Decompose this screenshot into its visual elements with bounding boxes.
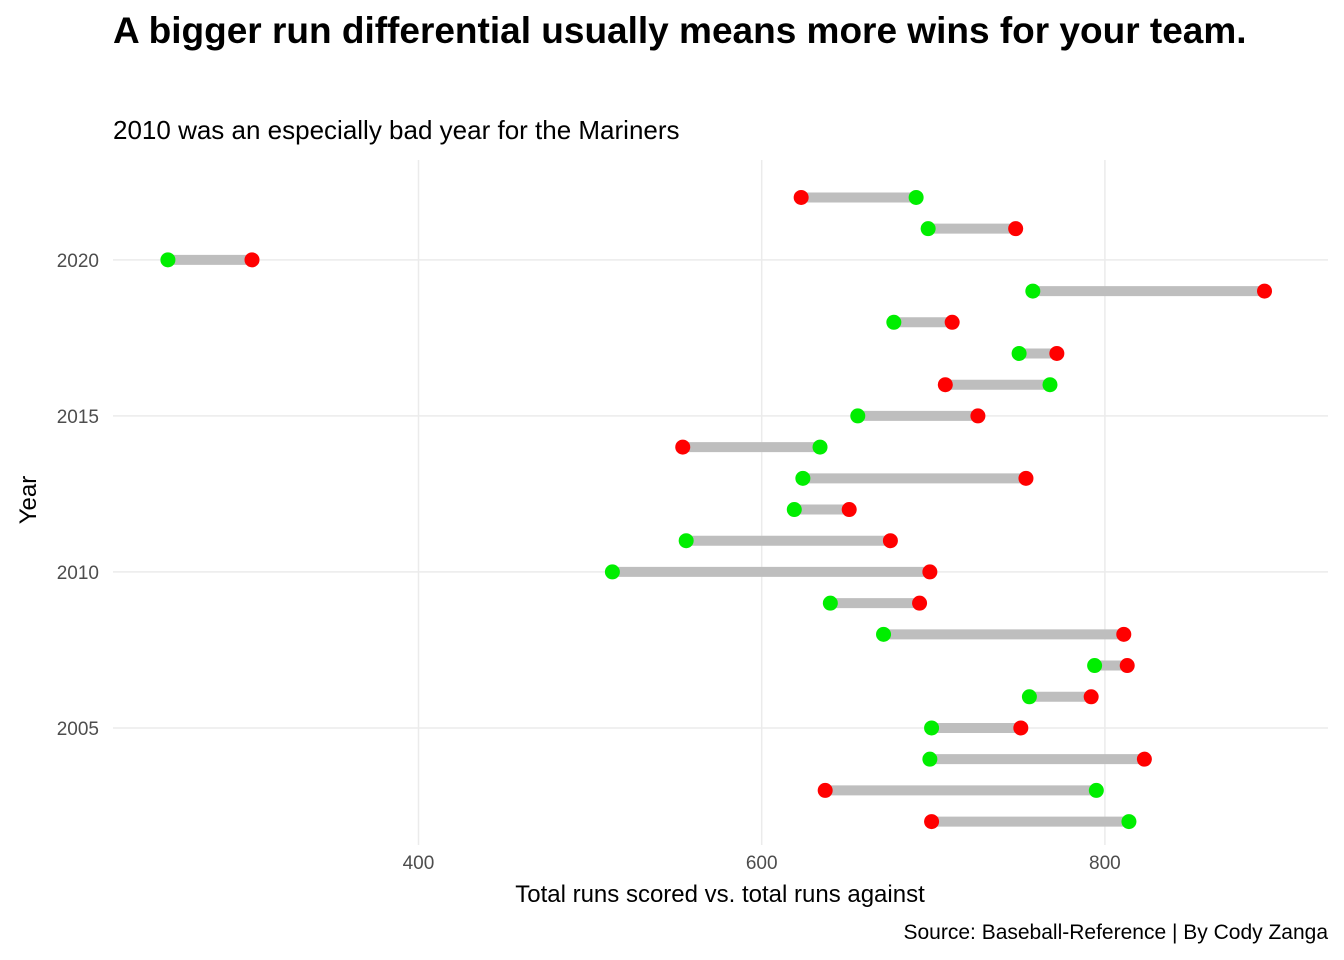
runs-against-point [817,782,833,798]
runs-scored-point [886,314,902,330]
axis-ticks: 400 600 800 2005 2010 2015 2020 [57,251,1121,874]
runs-against-point [1136,751,1152,767]
runs-against-point [912,595,928,611]
runs-against-point [882,533,898,549]
runs-against-point [1083,689,1099,705]
runs-against-point [841,502,857,518]
runs-against-point [970,408,986,424]
runs-scored-point [1021,689,1037,705]
source-caption: Source: Baseball-Reference | By Cody Zan… [903,921,1328,944]
runs-scored-point [908,189,924,205]
runs-scored-point [812,439,828,455]
runs-scored-point [1121,814,1137,830]
runs-against-point [924,814,940,830]
connectors [167,192,1265,827]
runs-scored-point [604,564,620,580]
runs-scored-point [160,252,176,268]
runs-against-point [1049,345,1065,361]
x-tick-label: 600 [746,853,778,874]
runs-against-point [922,564,938,580]
y-tick-label: 2010 [57,563,99,584]
points [160,189,1273,830]
runs-scored-point [920,221,936,237]
runs-scored-point [1087,658,1103,674]
y-tick-label: 2015 [57,407,99,428]
y-axis-title: Year [15,476,42,525]
runs-against-point [793,189,809,205]
gridlines [113,160,1328,845]
runs-against-point [244,252,260,268]
runs-against-point [675,439,691,455]
runs-scored-point [795,470,811,486]
x-tick-label: 400 [403,853,435,874]
runs-scored-point [822,595,838,611]
chart-title: A bigger run differential usually means … [113,10,1247,51]
runs-against-point [1119,658,1135,674]
x-tick-label: 800 [1089,853,1121,874]
runs-against-point [944,314,960,330]
runs-against-point [1008,221,1024,237]
runs-scored-point [1011,345,1027,361]
y-tick-label: 2005 [57,719,99,740]
runs-scored-point [1025,283,1041,299]
runs-against-point [1257,283,1273,299]
runs-scored-point [924,720,940,736]
runs-against-point [1013,720,1029,736]
runs-scored-point [850,408,866,424]
runs-scored-point [1042,377,1058,393]
runs-against-point [937,377,953,393]
runs-scored-point [1088,782,1104,798]
runs-scored-point [876,626,892,642]
chart-subtitle: 2010 was an especially bad year for the … [113,115,680,145]
x-axis-title: Total runs scored vs. total runs against [515,881,925,908]
runs-scored-point [786,502,802,518]
runs-scored-point [922,751,938,767]
runs-against-point [1116,626,1132,642]
runs-scored-point [678,533,694,549]
runs-against-point [1018,470,1034,486]
y-tick-label: 2020 [57,251,99,272]
